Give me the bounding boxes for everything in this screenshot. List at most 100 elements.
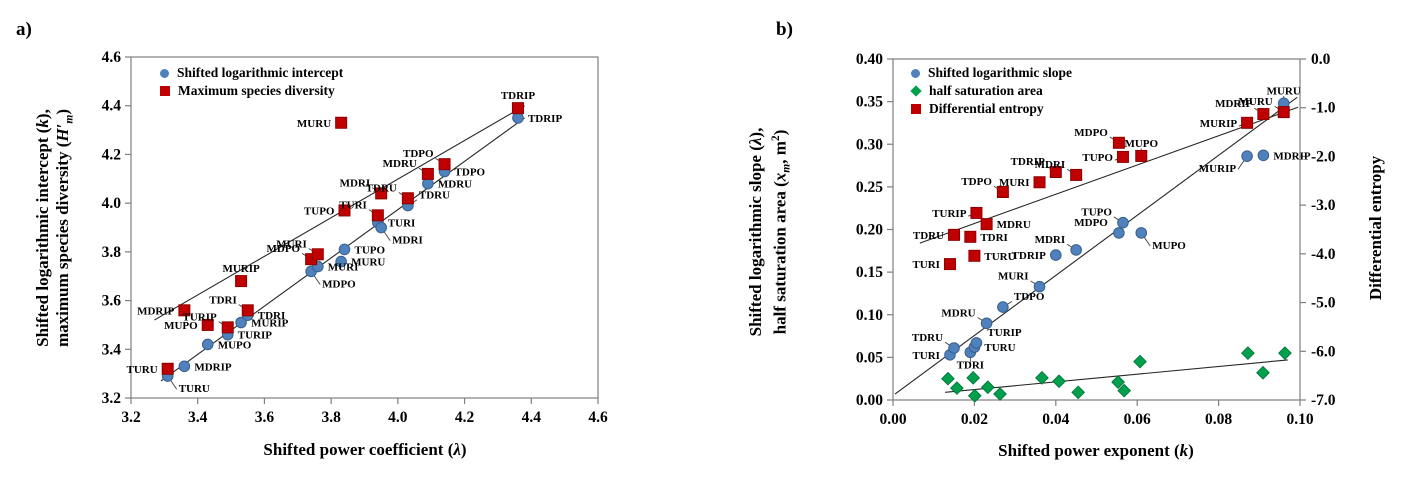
svg-text:TUPO: TUPO — [1082, 152, 1113, 164]
svg-text:0.00: 0.00 — [856, 392, 883, 409]
svg-text:-6.0: -6.0 — [1311, 343, 1336, 360]
svg-text:MUPO: MUPO — [218, 339, 252, 351]
diamond-marker-icon — [910, 85, 922, 97]
svg-text:MUPO: MUPO — [164, 320, 198, 332]
svg-text:TURU: TURU — [984, 251, 1015, 263]
svg-text:TURU: TURU — [179, 383, 210, 395]
svg-text:-7.0: -7.0 — [1311, 392, 1336, 409]
panel-b-right-y-axis-title: Differential entropy — [1366, 155, 1385, 301]
svg-text:MDRIP: MDRIP — [1273, 150, 1311, 162]
svg-text:0.10: 0.10 — [1286, 411, 1313, 428]
svg-text:0.04: 0.04 — [1042, 411, 1069, 428]
svg-text:0.30: 0.30 — [856, 136, 883, 153]
svg-text:4.6: 4.6 — [102, 49, 122, 66]
svg-text:MURIP: MURIP — [251, 317, 289, 329]
svg-text:0.10: 0.10 — [856, 307, 883, 324]
svg-text:0.20: 0.20 — [856, 222, 883, 239]
svg-text:TDPO: TDPO — [1014, 291, 1045, 303]
svg-text:TUPO: TUPO — [1081, 207, 1112, 219]
svg-text:MDRIP: MDRIP — [137, 305, 175, 317]
svg-text:3.8: 3.8 — [321, 409, 341, 426]
svg-text:MDRIP: MDRIP — [1215, 98, 1253, 110]
svg-text:TURI: TURI — [339, 199, 367, 211]
svg-text:TDPO: TDPO — [455, 166, 486, 178]
svg-text:TDRI: TDRI — [980, 232, 1008, 244]
svg-text:TURI: TURI — [912, 350, 940, 362]
svg-text:0.02: 0.02 — [961, 411, 988, 428]
svg-text:0.25: 0.25 — [856, 179, 883, 196]
svg-text:MDRIP: MDRIP — [194, 361, 232, 373]
panel-a-legend: Shifted logarithmic intercept Maximum sp… — [160, 64, 343, 100]
legend-label: Differential entropy — [929, 101, 1044, 116]
svg-text:MURU: MURU — [297, 118, 331, 130]
legend-label: half saturation area — [929, 83, 1043, 98]
legend-label: Shifted logarithmic intercept — [177, 65, 344, 80]
svg-text:TDPO: TDPO — [961, 176, 992, 188]
svg-text:MURI: MURI — [999, 177, 1030, 189]
svg-text:MURI: MURI — [328, 261, 359, 273]
legend-item: Differential entropy — [911, 100, 1072, 118]
svg-text:MDRU: MDRU — [997, 219, 1031, 231]
svg-text:4.2: 4.2 — [455, 409, 475, 426]
svg-text:TURIP: TURIP — [987, 327, 1022, 339]
svg-text:MDRU: MDRU — [941, 307, 975, 319]
svg-text:MDRU: MDRU — [383, 158, 417, 170]
svg-text:TURIP: TURIP — [932, 208, 967, 220]
svg-text:MURU: MURU — [1239, 96, 1273, 108]
svg-text:4.4: 4.4 — [522, 409, 542, 426]
svg-text:MUPO: MUPO — [1124, 138, 1158, 150]
svg-text:MDPO: MDPO — [322, 278, 356, 290]
svg-text:0.35: 0.35 — [856, 94, 883, 111]
svg-text:3.2: 3.2 — [102, 390, 122, 407]
svg-text:3.2: 3.2 — [121, 409, 141, 426]
svg-text:0.06: 0.06 — [1124, 411, 1151, 428]
svg-text:TDRIP: TDRIP — [501, 90, 536, 102]
legend-item: Shifted logarithmic slope — [911, 64, 1072, 82]
panel-a-y-axis-title: Shifted logarithmic intercept (k), maximu… — [33, 108, 76, 348]
panel-b-tag: b) — [776, 19, 793, 40]
svg-text:3.6: 3.6 — [255, 409, 275, 426]
svg-text:-5.0: -5.0 — [1311, 295, 1336, 312]
svg-text:0.00: 0.00 — [879, 411, 906, 428]
svg-text:0.40: 0.40 — [856, 51, 883, 68]
svg-text:MDRI: MDRI — [1035, 234, 1066, 246]
svg-text:TURU: TURU — [984, 342, 1015, 354]
legend-item: Maximum species diversity — [160, 82, 343, 100]
svg-text:TDPO: TDPO — [403, 148, 434, 160]
svg-text:3.4: 3.4 — [188, 409, 208, 426]
svg-text:MURIP: MURIP — [1200, 118, 1238, 130]
svg-text:4.6: 4.6 — [588, 409, 608, 426]
svg-text:TURI: TURI — [388, 218, 416, 230]
svg-text:MDRU: MDRU — [438, 179, 472, 191]
legend-item: Shifted logarithmic intercept — [160, 64, 343, 82]
svg-text:3.6: 3.6 — [102, 293, 122, 310]
square-marker-icon — [160, 86, 170, 96]
panel-b-legend: Shifted logarithmic slope half saturatio… — [910, 64, 1072, 118]
svg-text:-3.0: -3.0 — [1311, 197, 1336, 214]
panel-a-tag: a) — [16, 19, 32, 40]
svg-text:4.2: 4.2 — [102, 146, 122, 163]
svg-text:TUPO: TUPO — [304, 205, 335, 217]
svg-text:MDRI: MDRI — [340, 177, 371, 189]
svg-text:MDPO: MDPO — [1074, 127, 1108, 139]
svg-text:0.08: 0.08 — [1205, 411, 1232, 428]
svg-text:MDPO: MDPO — [267, 243, 301, 255]
legend-label: Shifted logarithmic slope — [928, 65, 1072, 80]
square-marker-icon — [911, 104, 921, 114]
svg-text:TDRU: TDRU — [913, 230, 944, 242]
svg-text:TDRIP: TDRIP — [1012, 250, 1047, 262]
svg-text:4.0: 4.0 — [102, 195, 122, 212]
svg-text:TDRU: TDRU — [366, 182, 397, 194]
svg-text:0.05: 0.05 — [856, 349, 883, 366]
svg-text:-4.0: -4.0 — [1311, 246, 1336, 263]
circle-marker-icon — [911, 68, 920, 78]
svg-text:TURI: TURI — [912, 259, 940, 271]
svg-text:4.0: 4.0 — [388, 409, 408, 426]
legend-label: Maximum species diversity — [178, 83, 335, 98]
svg-text:MDPO: MDPO — [1074, 217, 1108, 229]
panel-a-x-axis-title: Shifted power coefficient (λ) — [263, 440, 467, 459]
legend-item: half saturation area — [910, 82, 1072, 100]
svg-text:MURU: MURU — [351, 257, 385, 269]
